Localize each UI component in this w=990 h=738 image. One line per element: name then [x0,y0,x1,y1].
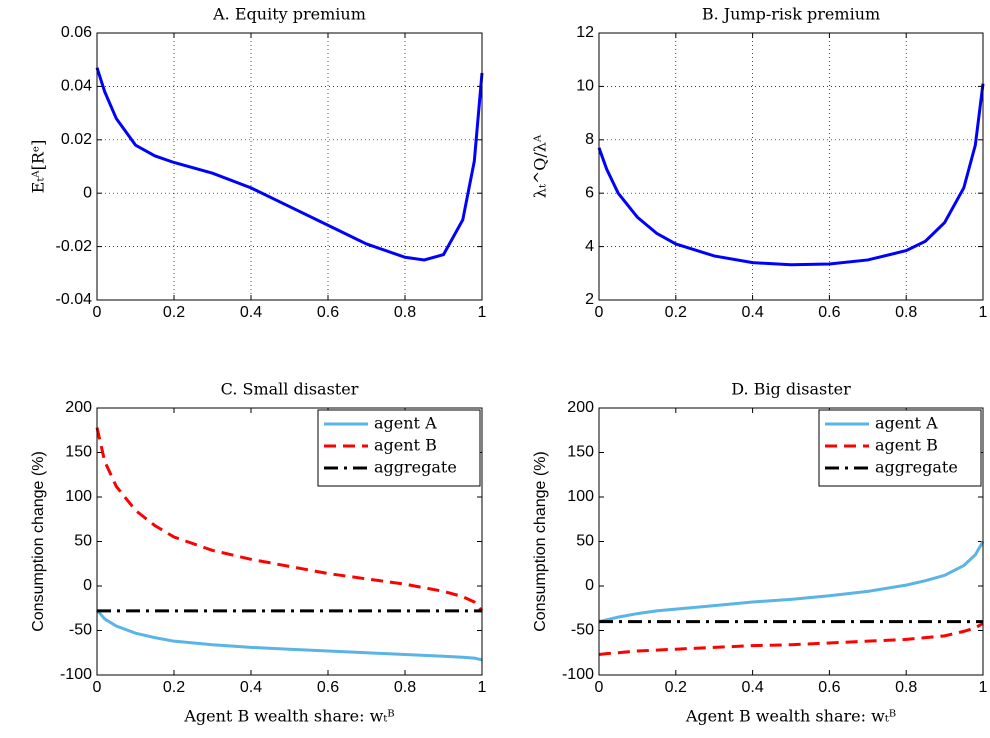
y-tick-label: 10 [576,78,594,95]
x-tick-label: 0.8 [895,304,917,321]
y-tick-label: 100 [65,488,92,505]
subplot: 0 0.2 0.4 0.6 0.8 1 -0.04 -0.02 0 0.02 0.04 0.06 A. … [29,5,487,322]
y-tick-label: 0 [83,184,92,201]
x-tick-label: 0.6 [317,679,339,696]
y-tick-label: 150 [65,444,92,461]
y-tick-label: -50 [571,622,594,639]
x-tick-label: 0.6 [818,304,840,321]
x-tick-label: 0.6 [317,304,339,321]
plot-frame [598,407,984,676]
y-tick-label: 50 [74,533,92,550]
y-tick-label: 12 [576,24,594,41]
y-tick-label: 0.02 [61,131,92,148]
chart-title: C. Small disaster [221,380,359,399]
y-tick-label: 0 [585,577,594,594]
legend-label: agent B [875,436,938,455]
x-tick-label: 1 [478,304,487,321]
y-tick-label: 200 [567,399,594,416]
chart-title: B. Jump-risk premium [702,5,880,24]
x-tick-label: 0 [93,679,102,696]
y-tick-label: -0.04 [56,291,93,308]
line [597,83,985,267]
line [598,622,984,657]
y-tick-label: 50 [576,533,594,550]
x-tick-label: 0.4 [240,304,262,321]
y-tick-label: -0.02 [56,238,93,255]
chart-title: D. Big disaster [731,380,851,399]
x-tick-label: 0 [595,679,604,696]
y-axis-label: Eₜᴬ[Rᵉ] [29,140,48,194]
legend-label: agent A [875,414,938,433]
line [95,67,484,262]
x-tick-label: 1 [979,304,988,321]
x-tick-label: 0.8 [394,304,416,321]
plot-area [599,33,983,300]
line [95,427,484,612]
y-axis-label: λₜ^Q/λᴬ [531,134,550,198]
x-tick-label: 0.2 [163,679,185,696]
y-tick-label: 0.06 [61,24,92,41]
subplot: 0 0.2 0.4 0.6 0.8 1 -100 -50 0 50 100 150 200 C. Smal… [30,380,486,726]
x-tick-label: 0.8 [394,679,416,696]
x-tick-label: 0.2 [665,304,687,321]
x-tick-label: 1 [979,679,988,696]
subplot: 0 0.2 0.4 0.6 0.8 1 -100 -50 0 50 100 150 200 D. Big … [532,380,987,726]
y-tick-label: 200 [65,399,92,416]
legend-label: aggregate [875,458,958,477]
y-tick-label: -50 [69,622,92,639]
legend-label: aggregate [374,458,457,477]
x-tick-label: 0 [595,304,604,321]
x-tick-label: 0.2 [665,679,687,696]
y-tick-label: 0.04 [61,78,92,95]
y-tick-label: -100 [562,666,594,683]
y-axis-label: Consumption change (%) [532,451,549,632]
x-tick-label: 0.4 [741,304,763,321]
plot-frame [96,407,483,676]
line [598,540,985,624]
x-axis-label: Agent B wealth share: wₜᴮ [183,707,394,726]
plot-frame [598,32,984,301]
y-tick-label: 0 [83,577,92,594]
legend-label: agent B [374,436,437,455]
y-tick-label: 2 [585,291,594,308]
y-tick-label: 4 [585,238,594,255]
y-tick-label: 100 [567,488,594,505]
chart-title: A. Equity premium [212,5,366,24]
plot-frame [96,32,483,301]
x-tick-label: 0.2 [163,304,185,321]
x-tick-label: 0.8 [895,679,917,696]
line [95,609,483,662]
y-tick-label: 8 [585,131,594,148]
legend-label: agent A [374,414,437,433]
y-tick-label: 6 [585,184,594,201]
x-tick-label: 1 [478,679,487,696]
y-tick-label: -100 [60,666,92,683]
x-axis-label: Agent B wealth share: wₜᴮ [685,707,896,726]
x-tick-label: 0.6 [818,679,840,696]
y-axis-label: Consumption change (%) [30,451,47,632]
x-tick-label: 0.4 [240,679,262,696]
x-tick-label: 0.4 [741,679,763,696]
y-tick-label: 150 [567,444,594,461]
x-tick-label: 0 [93,304,102,321]
plot-area [97,33,482,300]
